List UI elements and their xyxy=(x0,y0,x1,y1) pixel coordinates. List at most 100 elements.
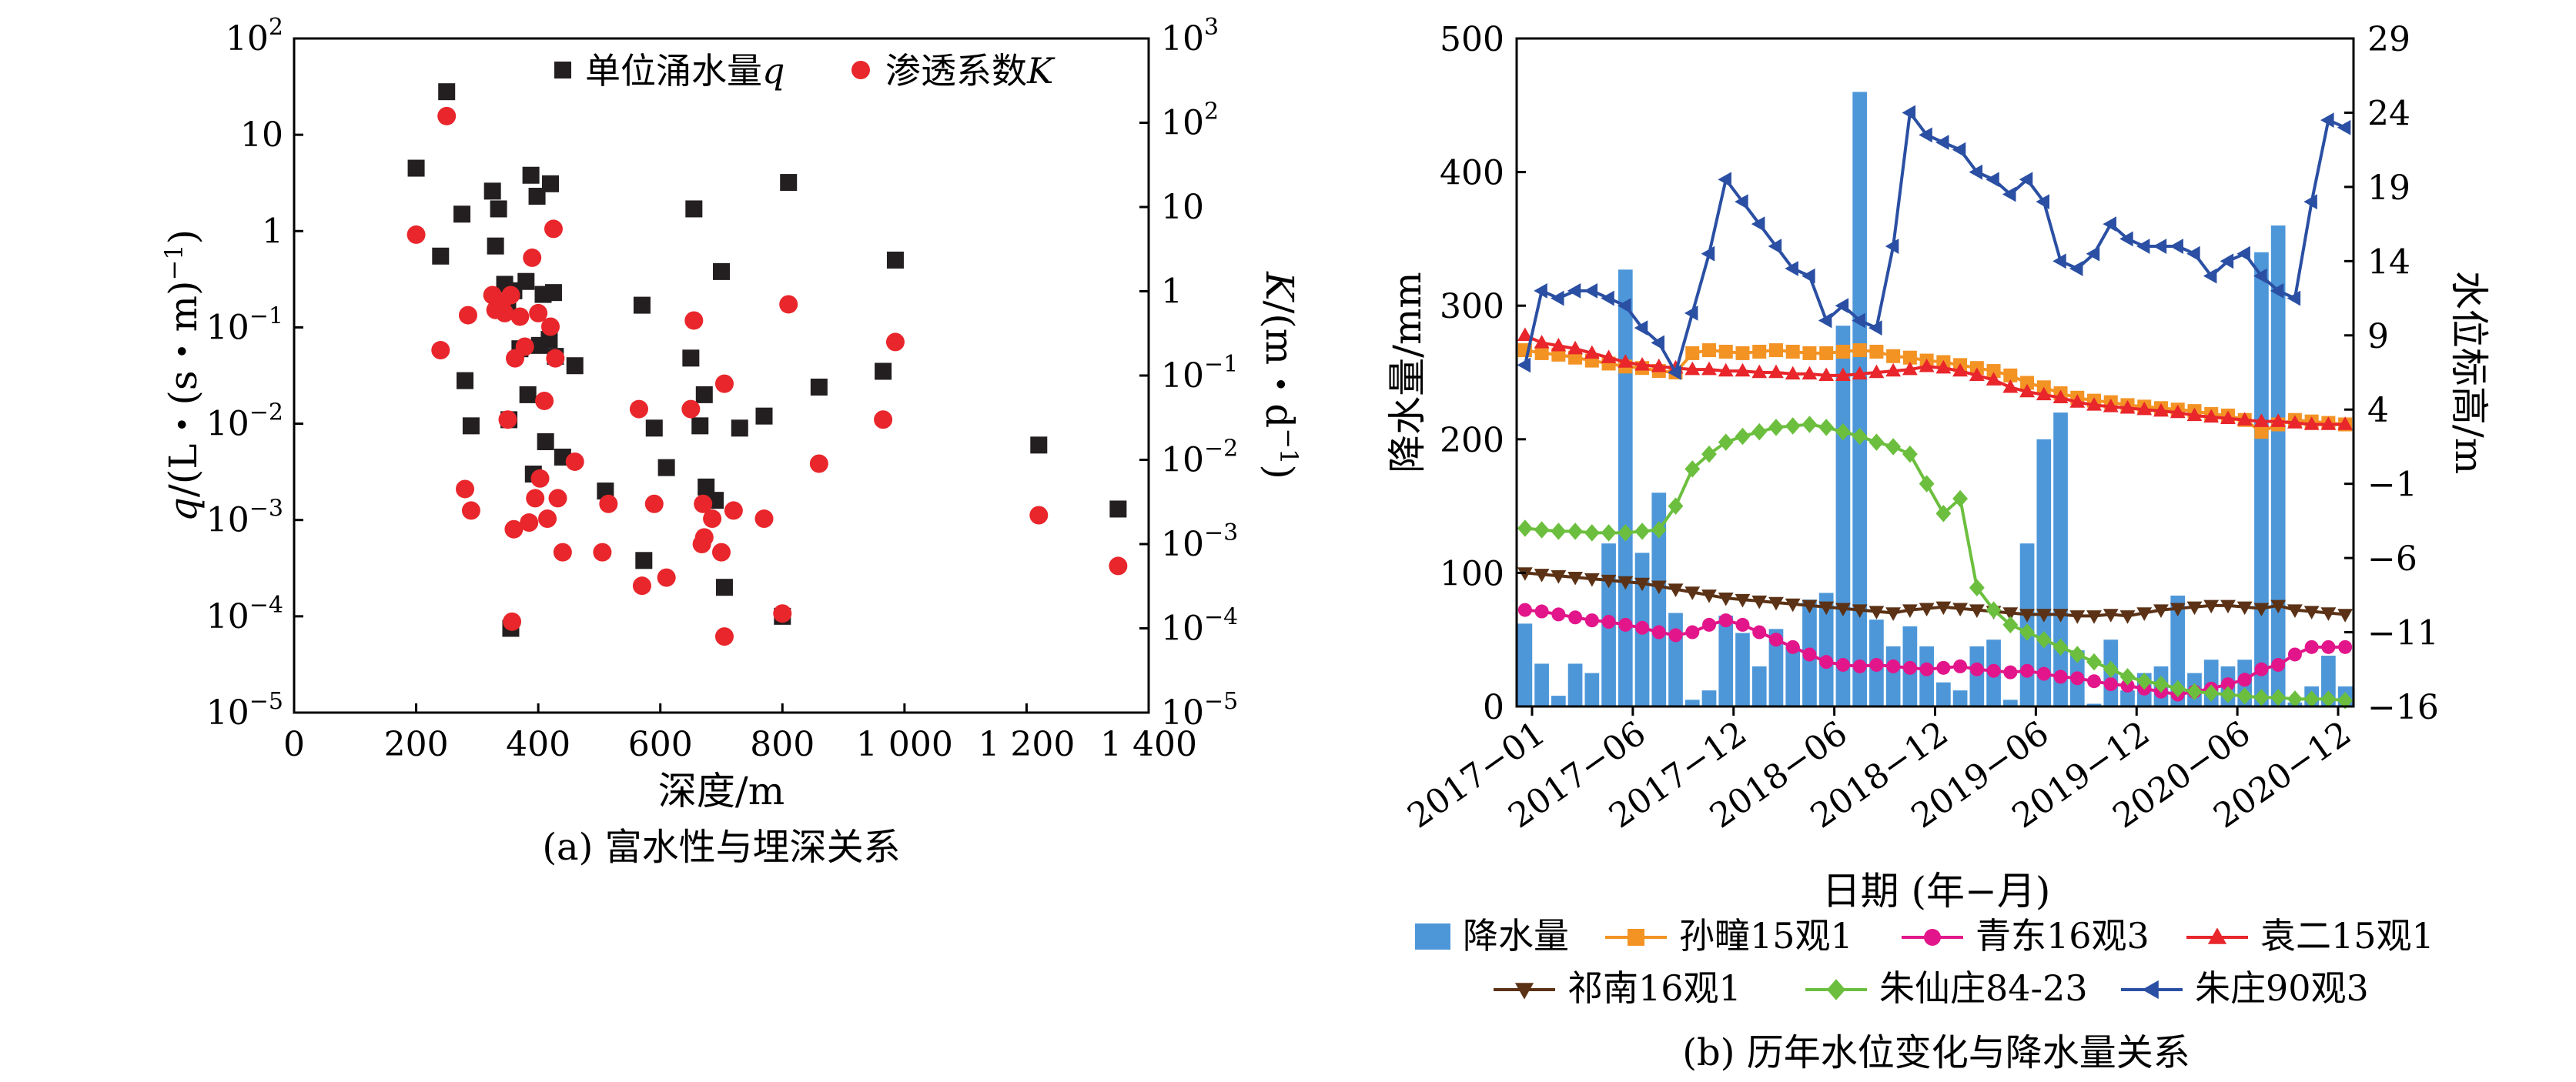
q-point xyxy=(519,386,537,403)
series-point xyxy=(2036,630,2052,649)
series-point xyxy=(1702,343,1717,358)
series-point xyxy=(1735,427,1751,446)
series-point xyxy=(1835,298,1849,314)
series-point xyxy=(1818,601,1835,616)
legend-q-marker xyxy=(554,62,571,78)
precip-bar xyxy=(2170,595,2186,706)
series-point xyxy=(2220,253,2234,269)
k-point xyxy=(458,306,477,325)
series-point xyxy=(2136,239,2150,254)
series-point xyxy=(2069,394,2086,408)
series-point xyxy=(2136,607,2153,621)
x-tick-label: 600 xyxy=(628,725,693,764)
k-point xyxy=(553,543,572,562)
series-point xyxy=(1701,589,1717,603)
series-1 xyxy=(1517,343,2353,439)
series-point xyxy=(1634,320,1648,336)
series-point xyxy=(1835,367,1851,382)
series-point xyxy=(1668,365,1681,380)
series-point xyxy=(1534,283,1547,299)
k-point xyxy=(724,501,743,520)
q-point xyxy=(875,362,892,380)
y-right-tick-label: 102 xyxy=(1161,99,1219,143)
series-point xyxy=(2287,647,2302,662)
series-point xyxy=(2337,119,2351,135)
legend-label: 袁二15观1 xyxy=(2260,915,2434,957)
precip-bar xyxy=(1969,646,1985,706)
k-point xyxy=(510,307,530,326)
series-5 xyxy=(1517,416,2354,710)
q-point xyxy=(695,386,713,403)
series-point xyxy=(1935,601,1952,616)
series-point xyxy=(1785,598,1801,613)
panel-b-y-axis-right: −16 −11 −6 −1 4 9 14 19 24 29 xyxy=(2344,20,2439,727)
series-line xyxy=(1523,109,2346,377)
series-point xyxy=(1584,345,1600,359)
series-point xyxy=(1986,601,2002,619)
series-point xyxy=(2337,609,2354,623)
legend-marker xyxy=(1924,929,1941,946)
series-point xyxy=(1668,583,1684,597)
series-point xyxy=(2170,603,2186,617)
series-point xyxy=(1785,640,1800,654)
legend-q-label: 单位涌水量q xyxy=(585,50,785,92)
k-point xyxy=(773,604,792,623)
series-point xyxy=(1751,216,1765,232)
series-point xyxy=(2337,416,2354,430)
series-point xyxy=(1802,346,1817,360)
series-point xyxy=(1751,595,1768,609)
series-point xyxy=(1584,524,1600,542)
q-point xyxy=(713,262,730,280)
series-point xyxy=(1601,574,1617,589)
series-point xyxy=(1651,625,1666,640)
series-point xyxy=(1869,344,1884,359)
series-point xyxy=(1534,604,1549,619)
k-point xyxy=(714,627,734,646)
y-left-tick-label: 10−4 xyxy=(206,592,283,636)
series-point xyxy=(1684,586,1701,600)
series-point xyxy=(2103,216,2116,232)
series-point xyxy=(2086,653,2102,671)
series-point xyxy=(1935,504,1952,523)
series-point xyxy=(2103,609,2119,623)
k-point xyxy=(498,410,517,429)
series-point xyxy=(2303,194,2317,210)
series-point xyxy=(1969,662,1984,676)
k-point xyxy=(456,479,474,499)
series-point xyxy=(2186,601,2203,616)
k-point xyxy=(874,410,893,429)
q-point xyxy=(407,159,425,177)
y-right-tick-label: 10−1 xyxy=(1161,351,1238,396)
series-point xyxy=(1952,362,1969,377)
series-point xyxy=(1952,142,1966,158)
precip-bar xyxy=(1618,269,1633,706)
series-point xyxy=(2236,412,2253,426)
series-point xyxy=(2303,416,2320,430)
precip-bar xyxy=(2120,690,2135,706)
series-point xyxy=(1551,337,1567,352)
series-point xyxy=(2052,253,2066,269)
q-point xyxy=(432,247,450,265)
series-point xyxy=(2186,407,2203,422)
q-point xyxy=(490,200,507,218)
series-point xyxy=(1601,349,1617,363)
q-point xyxy=(1109,500,1127,518)
legend-label: 孙疃15观1 xyxy=(1679,915,1853,957)
series-point xyxy=(2153,402,2169,417)
y-left-tick-label: 102 xyxy=(226,14,283,58)
precip-bar xyxy=(1735,633,1750,706)
k-point xyxy=(541,317,560,336)
panel-a-y-axis-right: 10−5 10−4 10−3 10−2 10−1 1 10 102 103 xyxy=(1139,14,1238,733)
series-point xyxy=(1701,445,1717,463)
series-point xyxy=(1852,659,1867,673)
panel-a-y-axis-left: 10−5 10−4 10−3 10−2 10−1 1 10 102 xyxy=(206,14,303,733)
precip-bar xyxy=(1718,615,1734,706)
k-point xyxy=(526,489,545,508)
precip-bar xyxy=(1852,92,1868,706)
y-left-tick-label: 100 xyxy=(1440,554,1504,593)
series-point xyxy=(1919,475,1935,493)
series-point xyxy=(2220,686,2236,703)
precip-bar xyxy=(1768,629,1784,706)
y-right-tick-label: −11 xyxy=(2367,614,2439,653)
series-point xyxy=(1768,343,1783,358)
